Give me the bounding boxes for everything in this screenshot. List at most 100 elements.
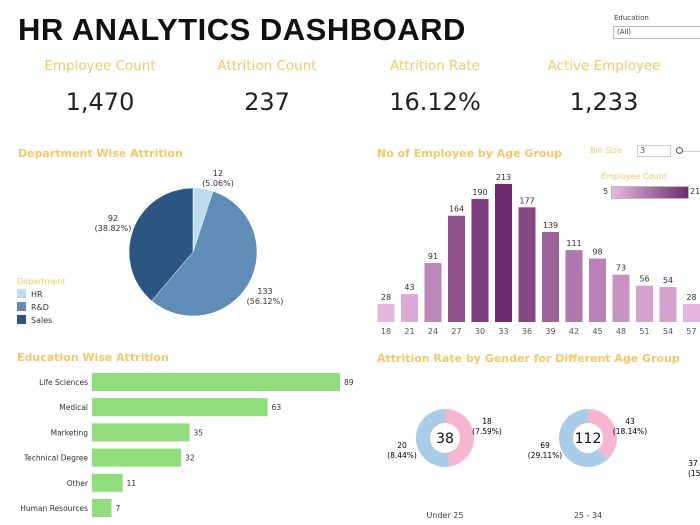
age-bar-value: 54: [663, 276, 673, 285]
kpi-active-employee-label: Active Employee: [547, 58, 661, 74]
age-tick-label: 21: [404, 327, 414, 336]
male-value: 69: [540, 441, 550, 450]
female-percent: (7.59%): [472, 427, 502, 436]
age-bar-value: 56: [639, 275, 649, 284]
pie-slice-rd: [151, 190, 258, 317]
education-label: Technical Degree: [23, 454, 89, 463]
pie-slice-sales: [128, 187, 194, 302]
age-tick-label: 18: [381, 327, 391, 336]
age-tick-label: 30: [475, 327, 485, 336]
education-bar: [92, 423, 190, 442]
male-percent: (8.44%): [387, 451, 417, 460]
age-bar: [589, 258, 606, 322]
donut-total: 38: [436, 431, 454, 447]
age-bar: [518, 207, 536, 322]
education-label: Medical: [59, 403, 88, 412]
pie-value-label: 133: [257, 287, 272, 296]
education-filter-label: Education: [614, 14, 649, 22]
education-bar-value: 35: [194, 428, 204, 437]
age-bar: [542, 231, 559, 322]
female-value: 43: [625, 417, 635, 426]
pie-percent-label: (56.12%): [247, 297, 284, 306]
age-bar-value: 190: [472, 188, 487, 197]
age-bar-value: 43: [404, 283, 414, 292]
age-tick-label: 27: [451, 327, 461, 336]
education-bar: [92, 398, 268, 417]
legend-swatch-sales: [17, 315, 26, 324]
legend-label: Sales: [31, 316, 52, 325]
age-bar-value: 73: [616, 264, 626, 273]
age-bar: [683, 303, 700, 322]
age-tick-label: 33: [498, 327, 508, 336]
legend-min: 5: [603, 187, 609, 196]
age-tick-label: 45: [592, 327, 602, 336]
age-bar: [565, 250, 583, 322]
kpi-attrition-count-value: 237: [244, 88, 290, 116]
legend-label: HR: [31, 290, 43, 299]
pie-percent-label: (38.82%): [95, 224, 132, 233]
bin-size-label: Bin Size: [590, 146, 622, 155]
kpi-attrition-rate-label: Attrition Rate: [390, 58, 480, 74]
education-label: Human Resources: [20, 504, 88, 513]
education-label: Life Sciences: [39, 378, 88, 387]
age-bar-value: 177: [519, 196, 534, 205]
legend-max: 21: [690, 187, 700, 196]
age-bar: [377, 303, 395, 322]
age-bar-value: 28: [686, 293, 696, 302]
slider-handle[interactable]: [676, 147, 683, 154]
education-bar: [92, 373, 340, 391]
employee-count-gradient: [611, 186, 689, 199]
bin-size-input[interactable]: 3: [637, 145, 671, 157]
age-bar-value: 164: [449, 205, 464, 214]
kpi-employee-count-value: 1,470: [65, 88, 135, 116]
age-bar: [495, 184, 512, 322]
age-tick-label: 36: [522, 327, 532, 336]
female-percent: (18.14%): [613, 427, 648, 436]
education-label: Marketing: [51, 428, 89, 437]
kpi-active-employee-value: 1,233: [569, 88, 639, 116]
male-value: 20: [397, 441, 407, 450]
age-tick-label: 57: [686, 327, 696, 336]
kpi-attrition-count-label: Attrition Count: [217, 58, 317, 74]
gender-chart-title: Attrition Rate by Gender for Different A…: [377, 352, 680, 365]
male-percent: (29.11%): [528, 451, 563, 460]
age-bar: [636, 285, 653, 322]
female-value: 18: [482, 417, 492, 426]
education-bar: [92, 448, 182, 467]
legend-label: R&D: [31, 303, 49, 312]
age-bar-value: 213: [496, 173, 511, 182]
bin-size-slider[interactable]: [676, 147, 700, 154]
department-legend-title: Department: [17, 277, 66, 286]
age-bar-value: 28: [381, 293, 391, 302]
age-tick-label: 24: [428, 327, 438, 336]
age-bar: [401, 294, 418, 322]
age-group-label: 25 - 34: [574, 511, 602, 520]
donut-female-segment: [445, 409, 475, 467]
age-bar: [424, 263, 442, 322]
dashboard-title: HR ANALYTICS DASHBOARD: [18, 12, 466, 47]
age-tick-label: 42: [569, 327, 579, 336]
age-bar: [448, 215, 465, 322]
donut-total: 112: [575, 431, 602, 447]
pie-percent-label: (5.06%): [202, 179, 234, 188]
legend-swatch-hr: [17, 289, 26, 298]
age-tick-label: 48: [616, 327, 626, 336]
education-chart-title: Education Wise Attrition: [17, 351, 169, 364]
kpi-employee-count-label: Employee Count: [44, 58, 156, 74]
age-tick-label: 39: [545, 327, 555, 336]
age-bar: [612, 274, 630, 322]
male-percent: (15.61%: [688, 469, 700, 478]
age-bar-value: 111: [566, 239, 581, 248]
age-tick-label: 54: [663, 327, 673, 336]
age-bar-value: 91: [428, 252, 438, 261]
age-bar-value: 139: [543, 221, 558, 230]
education-label: Other: [67, 479, 89, 488]
male-value: 37: [688, 459, 698, 468]
education-bar-value: 63: [272, 403, 282, 412]
education-filter-select[interactable]: (All): [613, 26, 700, 39]
donut-male-segment: [559, 409, 608, 467]
donut-female-segment: [588, 409, 617, 460]
education-bar-value: 7: [116, 504, 121, 513]
education-bar: [92, 499, 112, 517]
